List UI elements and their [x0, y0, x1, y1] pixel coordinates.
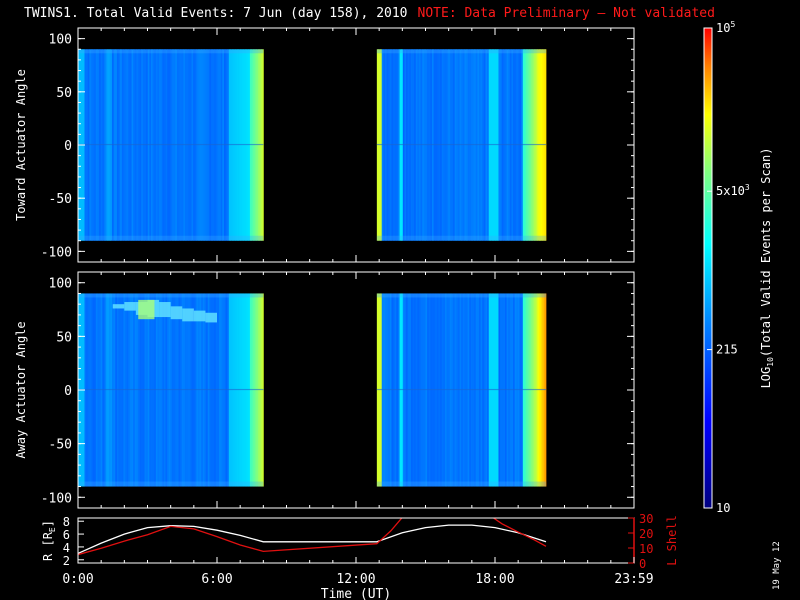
x-tick-label: 6:00 [201, 572, 232, 587]
date-stamp: 19 May 12 [772, 541, 782, 590]
heatmap-feature-cell [112, 304, 125, 309]
x-tick-label: 12:00 [336, 572, 375, 587]
heatmap-panel-toward: 100 50 0 -50 -100 Toward Actuator Angle [14, 27, 635, 263]
colorbar-tick-label: 5x103 [716, 183, 750, 198]
colorbar-gradient [703, 27, 713, 509]
colorbar-tick-label: 10 [716, 501, 730, 515]
heatmap-edge-bottom [376, 481, 546, 487]
heatmap-feature-cell [170, 306, 183, 320]
heatmap-feature [112, 299, 217, 323]
lshell-tick-label: 10 [639, 542, 653, 556]
lshell-tick-label: 30 [639, 512, 653, 526]
heatmap-feature-cell [159, 302, 171, 318]
y-tick-label: 0 [64, 139, 72, 154]
x-axis-label: Time (UT) [321, 587, 391, 600]
colorbar-tick-label: 215 [716, 343, 738, 357]
lshell-tick-label: 20 [639, 527, 653, 541]
heatmap-segment [78, 293, 264, 487]
colorbar-tick-exp: 5 [730, 20, 735, 29]
heatmap-feature-cell [205, 312, 217, 323]
y-tick-label: -50 [49, 438, 72, 453]
r-axis-label: R [RE] [41, 520, 57, 561]
y-tick-label: 100 [49, 277, 72, 292]
line-y-tick-label: 2 [63, 554, 70, 568]
heatmap-segment [376, 293, 547, 487]
y-tick-label: 50 [56, 86, 72, 101]
line-y-tick-label: 6 [63, 528, 70, 542]
heatmap-zero-band [78, 143, 264, 146]
lshell-series-line [78, 518, 547, 556]
heatmap-edge-top [376, 293, 546, 298]
heatmap-edge-top [376, 49, 546, 54]
heatmap-feature-cell [193, 310, 206, 322]
lshell-tick-label: 0 [639, 557, 646, 571]
colorbar-label-sub: 10 [766, 357, 775, 367]
y-axis-label: Toward Actuator Angle [14, 69, 28, 221]
heatmap-zero-band [78, 388, 264, 391]
heatmap-feature-peak [138, 299, 155, 320]
lshell-axis-label: L Shell [665, 515, 679, 566]
chart-title: TWINS1. Total Valid Events: 7 Jun (day 1… [24, 6, 715, 21]
preliminary-note: NOTE: Data Preliminary – Not validated [417, 6, 715, 21]
heatmap-segment [376, 49, 547, 241]
colorbar-label-end: (Total Valid Events per Scan) [759, 148, 773, 358]
r-axis-label-end: ] [41, 520, 55, 527]
heatmap-feature-cell [182, 308, 194, 322]
colorbar-label-main: LOG [759, 367, 773, 389]
heatmap-zero-band [376, 388, 546, 391]
heatmap-edge-bottom [78, 481, 264, 487]
heatmap-panel-away: 100 50 0 -50 -100 Away Actuator Angle [14, 271, 635, 509]
y-tick-label: -100 [41, 491, 72, 506]
heatmap-edge-bottom [376, 235, 546, 241]
colorbar-tick-label: 105 [716, 20, 735, 35]
r-series-line [78, 524, 547, 554]
line-y-tick-label: 8 [63, 515, 70, 529]
y-axis-label: Away Actuator Angle [14, 321, 28, 458]
heatmap-feature-cell [124, 302, 136, 311]
y-tick-label: 50 [56, 330, 72, 345]
colorbar-tick-exp: 3 [745, 183, 750, 192]
colorbar-tick-base: 5x10 [716, 184, 745, 198]
title-text: TWINS1. Total Valid Events: 7 Jun (day 1… [24, 6, 408, 21]
x-tick-label: 23:59 [614, 572, 653, 587]
y-tick-label: -50 [49, 192, 72, 207]
colorbar-label: LOG10(Total Valid Events per Scan) [759, 148, 775, 389]
x-tick-label: 18:00 [475, 572, 514, 587]
heatmap-edge-top [78, 293, 264, 298]
y-tick-label: -100 [41, 245, 72, 260]
line-panel-frame [77, 517, 635, 564]
r-axis-label-sub: E [48, 527, 57, 532]
x-tick-label: 0:00 [62, 572, 93, 587]
heatmap-segment [78, 49, 264, 241]
heatmap-zero-band [376, 143, 546, 146]
colorbar-tick-base: 215 [716, 343, 738, 357]
colorbar-tick-base: 10 [716, 21, 730, 35]
r-axis-label-main: R [R [41, 531, 55, 561]
y-tick-label: 0 [64, 384, 72, 399]
heatmap-edge-top [78, 49, 264, 54]
y-tick-label: 100 [49, 33, 72, 48]
colorbar-tick-base: 10 [716, 501, 730, 515]
line-y-tick-label: 4 [63, 541, 70, 555]
heatmap-edge-bottom [78, 235, 264, 241]
